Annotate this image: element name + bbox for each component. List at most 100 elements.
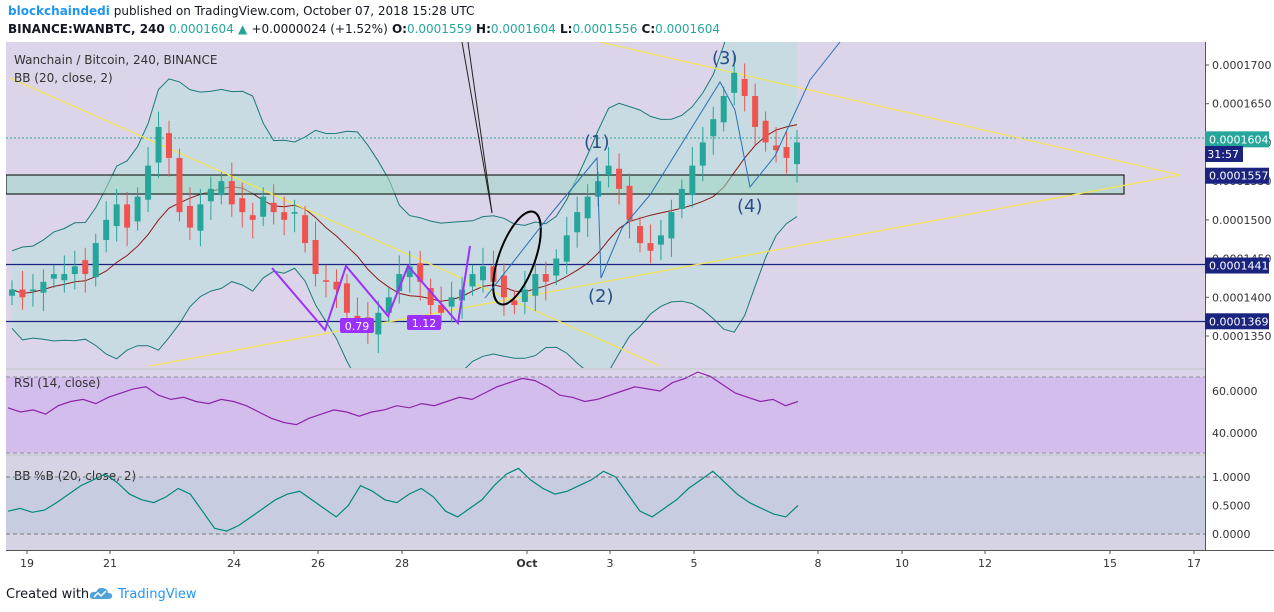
bbpb-axis-label: 1.0000: [1212, 471, 1251, 484]
candle-body: [584, 196, 591, 219]
close-label: C:: [641, 22, 656, 36]
candle-body: [794, 142, 800, 165]
rsi-band: [6, 377, 1205, 453]
candle-body: [553, 258, 560, 276]
candle-body: [29, 289, 36, 292]
candle-body: [699, 142, 706, 166]
rsi-axis[interactable]: 60.0000 40.0000: [1212, 385, 1258, 440]
candle-body: [626, 185, 633, 220]
candle-body: [448, 297, 455, 307]
price-axis[interactable]: 0.00017000.00016500.00016000.00015500.00…: [1205, 59, 1272, 343]
price-axis-label: 0.0001400: [1212, 291, 1272, 304]
trendline-descending[interactable]: [9, 77, 661, 367]
candle-body: [668, 212, 675, 239]
countdown-text: 31:57: [1207, 148, 1239, 161]
price-axis-label: 0.0001350: [1212, 330, 1272, 343]
candle-body: [323, 280, 329, 282]
price-tag-text: 0.0001557: [1209, 170, 1269, 183]
price-tag: [1205, 313, 1269, 330]
publish-info: published on TradingView.com, October 07…: [113, 4, 475, 18]
bb-upper-line: [11, 42, 726, 252]
trendline-upper[interactable]: [599, 42, 1181, 176]
candle-body: [678, 188, 685, 210]
chart-canvas[interactable]: (1) (2) (3) (4) 0.79 1.12 Wanchain / Bit…: [0, 40, 1274, 578]
candle-body: [375, 312, 382, 335]
time-axis-label: 3: [607, 557, 614, 570]
candle-body: [197, 204, 204, 231]
bb-fill: [12, 42, 797, 368]
time-axis-label: 19: [20, 557, 34, 570]
price-axis-label: 0.0001500: [1212, 214, 1272, 227]
price-tag-text: 0.0001369: [1209, 315, 1269, 328]
candle-body: [406, 266, 413, 278]
candle-body: [50, 274, 57, 279]
price-axis-label: 0.0001650: [1212, 98, 1272, 111]
low-value: 0.0001556: [572, 22, 638, 36]
publish-line: blockchaindedi published on TradingView.…: [8, 4, 474, 18]
candle-body: [302, 215, 309, 244]
bbpb-axis-label: 0.5000: [1212, 500, 1251, 513]
countdown-tag: [1205, 146, 1243, 162]
candle-body: [427, 287, 434, 306]
highlight-ellipse[interactable]: [483, 206, 550, 310]
candle-body: [741, 78, 748, 96]
candle-body: [291, 212, 298, 214]
rsi-pane-title[interactable]: RSI (14, close): [14, 376, 100, 390]
elliott-wave-path[interactable]: [484, 42, 841, 299]
candle-body: [417, 263, 424, 282]
change-arrow-icon: ▲: [238, 22, 248, 36]
author-link[interactable]: blockchaindedi: [8, 4, 110, 18]
time-axis-label: 28: [395, 557, 409, 570]
bbpb-line: [7, 467, 799, 532]
open-value: 0.0001559: [406, 22, 472, 36]
bbpb-axis[interactable]: 1.0000 0.5000 0.0000: [1212, 471, 1251, 541]
arrow-line: [461, 42, 493, 214]
main-pane-title: Wanchain / Bitcoin, 240, BINANCE: [14, 53, 217, 67]
time-axis-label: 21: [103, 557, 117, 570]
bb-basis-line: [11, 124, 798, 302]
candle-body: [207, 188, 214, 202]
candle-body: [166, 133, 172, 158]
candle-body: [637, 226, 643, 244]
candle-body: [134, 196, 141, 222]
time-axis[interactable]: 19 21 24 26 28 Oct 3 5 8 10 12 15 17: [20, 550, 1201, 570]
wave-label-2: (2): [588, 286, 614, 307]
price-tags: 0.0001604 0.0001557 0.0001441 0.0001369: [1205, 131, 1269, 330]
bbpb-band: [6, 477, 1205, 534]
candle-body: [218, 181, 225, 196]
candle-body: [270, 202, 277, 213]
candle-body: [574, 212, 581, 233]
candle-body: [657, 235, 664, 245]
fib-tag-112-text: 1.12: [412, 317, 437, 330]
time-axis-label: 26: [311, 557, 325, 570]
candle-body: [710, 119, 717, 137]
harmonic-pattern-path[interactable]: [271, 245, 471, 333]
footer: Created with TradingView: [0, 578, 1274, 612]
candle-body: [563, 235, 570, 262]
fib-tag-079: [340, 318, 374, 333]
candle-body: [647, 243, 654, 251]
price-tag: [1205, 131, 1269, 148]
candle-body: [82, 260, 89, 275]
time-axis-label: 5: [691, 557, 698, 570]
trendline-ascending[interactable]: [149, 174, 1181, 367]
low-label: L:: [559, 22, 573, 36]
candle-body: [19, 289, 26, 298]
chart-header: blockchaindedi published on TradingView.…: [0, 0, 1274, 40]
tradingview-link[interactable]: TradingView: [118, 587, 197, 602]
candle-body: [521, 289, 528, 302]
time-axis-label: 15: [1103, 557, 1117, 570]
candle-body: [124, 204, 131, 228]
bbpb-pane-title[interactable]: BB %B (20, close, 2): [14, 469, 136, 483]
candle-body: [228, 181, 235, 205]
support-zone[interactable]: [6, 174, 1125, 195]
candle-body: [249, 215, 256, 220]
symbol-name: BINANCE:WANBTC, 240: [8, 22, 165, 36]
price-tag: [1205, 167, 1269, 184]
candle-body: [532, 274, 539, 296]
time-axis-label: 10: [895, 557, 909, 570]
bb-indicator-title[interactable]: BB (20, close, 2): [14, 71, 113, 85]
candle-body: [145, 165, 152, 200]
candle-body: [113, 204, 120, 227]
wave-label-3: (3): [712, 48, 738, 69]
